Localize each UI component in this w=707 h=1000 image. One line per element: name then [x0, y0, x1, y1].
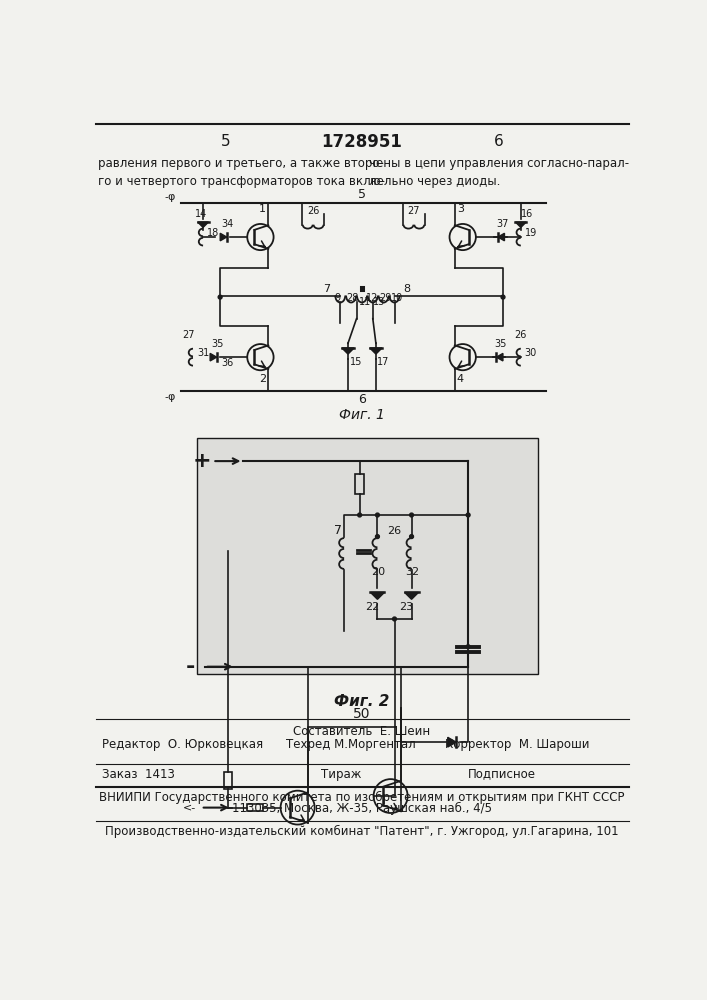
Polygon shape: [370, 348, 382, 354]
Text: 1728951: 1728951: [322, 133, 402, 151]
Text: 9: 9: [334, 293, 340, 303]
Bar: [197, 438, 538, 674]
Circle shape: [375, 513, 380, 517]
Polygon shape: [210, 353, 216, 361]
Text: 11: 11: [359, 297, 371, 307]
Text: 26: 26: [387, 526, 401, 536]
Text: 18: 18: [207, 228, 219, 237]
Polygon shape: [341, 348, 354, 354]
Polygon shape: [515, 222, 526, 227]
Text: -: -: [186, 657, 195, 677]
Text: 30: 30: [524, 348, 536, 358]
Text: 32: 32: [405, 567, 419, 577]
Text: Фиг. 2: Фиг. 2: [334, 694, 390, 709]
Text: 27: 27: [408, 206, 420, 216]
Circle shape: [218, 295, 222, 299]
Text: -φ: -φ: [165, 392, 176, 402]
Polygon shape: [498, 233, 505, 241]
Text: 31: 31: [197, 348, 209, 358]
Text: 34: 34: [221, 219, 233, 229]
Text: 14: 14: [195, 209, 208, 219]
Text: 6: 6: [494, 134, 504, 149]
Text: 5: 5: [221, 134, 230, 149]
Text: -φ: -φ: [165, 192, 176, 202]
Text: <-: <-: [182, 803, 196, 813]
Polygon shape: [448, 737, 456, 747]
Text: 6: 6: [358, 393, 366, 406]
Text: 27: 27: [182, 330, 194, 340]
Text: 2: 2: [259, 374, 267, 384]
Text: 10: 10: [392, 293, 404, 303]
Polygon shape: [496, 353, 503, 361]
Text: 1: 1: [259, 204, 267, 214]
Text: Составитель  Е. Шеин: Составитель Е. Шеин: [293, 725, 431, 738]
Text: 20: 20: [371, 567, 385, 577]
Text: 50: 50: [354, 707, 370, 721]
Text: +: +: [193, 451, 211, 471]
Bar: [355, 474, 364, 494]
Text: 22: 22: [365, 602, 379, 612]
Text: 35: 35: [494, 339, 507, 349]
Text: Корректор  М. Шароши: Корректор М. Шароши: [445, 738, 590, 751]
Text: 28: 28: [346, 293, 359, 303]
Text: чены в цепи управления согласно-парал-
лельно через диоды.: чены в цепи управления согласно-парал- л…: [369, 157, 629, 188]
Text: Техред М.Моргентал: Техред М.Моргентал: [286, 738, 416, 751]
Text: 29: 29: [379, 293, 392, 303]
Circle shape: [409, 535, 414, 538]
Text: равления первого и третьего, а также второ-
го и четвертого трансформаторов тока: равления первого и третьего, а также вто…: [98, 157, 385, 188]
Text: ВНИИПИ Государственного комитета по изобретениям и открытиям при ГКНТ СССР: ВНИИПИ Государственного комитета по изоб…: [99, 791, 625, 804]
Bar: [224, 772, 232, 789]
Text: Производственно-издательский комбинат "Патент", г. Ужгород, ул.Гагарина, 101: Производственно-издательский комбинат "П…: [105, 825, 619, 838]
Circle shape: [501, 295, 505, 299]
Bar: [247, 804, 263, 811]
Text: 5: 5: [358, 188, 366, 201]
Text: 37: 37: [496, 219, 508, 229]
Text: 23: 23: [399, 602, 414, 612]
Text: 16: 16: [521, 209, 533, 219]
Text: 26: 26: [515, 330, 527, 340]
Text: 7: 7: [323, 284, 330, 294]
Polygon shape: [404, 592, 419, 599]
Text: 19: 19: [525, 228, 537, 237]
Polygon shape: [370, 592, 385, 599]
Text: Фиг. 1: Фиг. 1: [339, 408, 385, 422]
Text: 26: 26: [307, 206, 320, 216]
Text: 15: 15: [349, 357, 362, 367]
Text: 17: 17: [378, 357, 390, 367]
Circle shape: [466, 645, 470, 649]
Text: 113035, Москва, Ж-35, Раушская наб., 4/5: 113035, Москва, Ж-35, Раушская наб., 4/5: [232, 802, 492, 815]
Text: Заказ  1413: Заказ 1413: [103, 768, 175, 781]
Text: 7: 7: [334, 524, 342, 537]
Text: 4: 4: [457, 374, 464, 384]
Polygon shape: [198, 222, 209, 227]
Text: 13: 13: [373, 297, 385, 307]
Polygon shape: [220, 233, 227, 241]
Circle shape: [358, 513, 361, 517]
Text: Подписное: Подписное: [468, 768, 536, 781]
Text: Редактор  О. Юрковецкая: Редактор О. Юрковецкая: [103, 738, 264, 751]
Circle shape: [409, 513, 414, 517]
Circle shape: [466, 513, 470, 517]
Text: 12: 12: [366, 293, 378, 303]
Circle shape: [375, 535, 380, 538]
Text: Тираж: Тираж: [321, 768, 361, 781]
Text: 3: 3: [457, 204, 464, 214]
Text: 35: 35: [211, 339, 223, 349]
Circle shape: [392, 617, 397, 621]
Text: 36: 36: [222, 358, 234, 368]
Text: 8: 8: [403, 284, 410, 294]
